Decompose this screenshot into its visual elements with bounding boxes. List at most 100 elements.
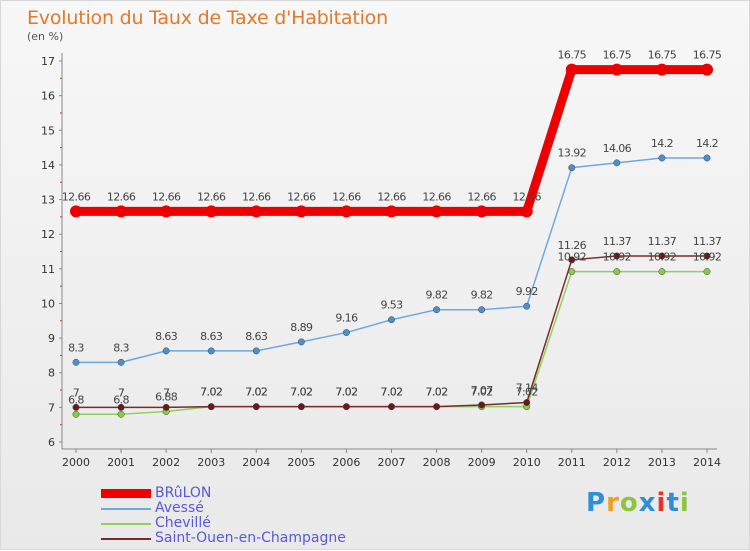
data-point <box>160 205 173 218</box>
data-label: 8.63 <box>245 330 268 343</box>
logo-letter: P <box>586 488 607 518</box>
x-tick-label: 2011 <box>558 456 586 469</box>
data-label: 7.02 <box>245 386 267 399</box>
logo-letter: r <box>606 488 620 518</box>
data-point <box>340 205 353 218</box>
data-point <box>252 347 260 355</box>
y-tick-label: 11 <box>41 263 55 276</box>
data-point <box>295 205 308 218</box>
chart-subtitle: (en %) <box>27 30 64 43</box>
data-label: 12.66 <box>152 190 181 203</box>
data-label: 16.75 <box>558 49 587 62</box>
data-label: 11.37 <box>648 235 677 248</box>
data-point <box>475 205 488 218</box>
data-point <box>205 205 218 218</box>
data-label: 6.8 <box>113 393 129 406</box>
y-tick-label: 6 <box>48 436 55 449</box>
x-tick-label: 2014 <box>693 456 721 469</box>
y-tick-label: 8 <box>48 367 55 380</box>
data-label: 8.63 <box>155 330 178 343</box>
logo-letter: x <box>638 488 657 518</box>
legend-swatch <box>101 507 151 510</box>
data-label: 6.88 <box>155 391 178 404</box>
data-point <box>568 268 576 276</box>
data-label: 7.02 <box>200 386 222 399</box>
data-point <box>655 63 668 76</box>
data-label: 10.92 <box>648 251 677 264</box>
data-point <box>388 316 395 324</box>
legend-item: BRûLON <box>101 486 346 501</box>
x-tick-label: 2004 <box>242 456 270 469</box>
data-point <box>703 268 711 276</box>
data-point <box>430 205 443 218</box>
data-point <box>478 401 486 409</box>
data-point <box>297 403 305 411</box>
data-point <box>117 410 125 418</box>
x-tick-label: 2009 <box>468 456 496 469</box>
proxiti-logo: Proxiti <box>586 488 690 518</box>
data-label: 7.02 <box>335 386 357 399</box>
data-label: 7.02 <box>426 386 448 399</box>
x-tick-label: 2010 <box>513 456 541 469</box>
data-label: 10.92 <box>603 251 632 264</box>
data-label: 10.92 <box>693 251 722 264</box>
data-label: 7.02 <box>290 386 312 399</box>
data-point <box>478 306 486 314</box>
data-label: 8.3 <box>68 341 84 354</box>
data-point <box>72 410 80 418</box>
x-tick-label: 2002 <box>152 456 180 469</box>
data-point <box>72 358 80 366</box>
data-label: 7.02 <box>516 386 538 399</box>
x-tick-label: 2012 <box>603 456 631 469</box>
y-tick-label: 17 <box>41 55 55 68</box>
y-tick-label: 12 <box>41 228 55 241</box>
y-tick-label: 9 <box>48 332 55 345</box>
x-tick-label: 2003 <box>197 456 225 469</box>
data-label: 9.82 <box>426 289 448 302</box>
data-label: 14.2 <box>696 137 718 150</box>
legend-item: Avessé <box>101 501 346 516</box>
y-tick-label: 16 <box>41 90 55 103</box>
data-label: 14.06 <box>603 142 632 155</box>
x-tick-label: 2000 <box>62 456 90 469</box>
data-label: 6.8 <box>68 393 84 406</box>
data-point <box>568 164 576 172</box>
data-label: 7 <box>163 386 170 399</box>
data-point <box>297 338 305 346</box>
data-label: 12.66 <box>332 190 361 203</box>
data-point <box>658 154 666 162</box>
data-point <box>252 403 260 411</box>
data-label: 7 <box>118 386 125 399</box>
data-label: 10.92 <box>558 251 587 264</box>
data-point <box>342 329 350 336</box>
y-tick-label: 7 <box>48 401 55 414</box>
data-point <box>703 252 711 260</box>
data-label: 7.14 <box>516 382 539 395</box>
data-label: 13.92 <box>558 147 587 160</box>
data-point <box>523 302 531 310</box>
legend-swatch <box>101 537 151 540</box>
data-label: 9.16 <box>335 312 358 325</box>
data-label: 9.53 <box>380 299 403 312</box>
data-label: 7.02 <box>380 386 402 399</box>
data-label: 14.2 <box>651 137 673 150</box>
logo-letter: i <box>679 488 690 518</box>
data-point <box>658 252 666 260</box>
x-tick-label: 2005 <box>287 456 315 469</box>
data-label: 9.92 <box>516 285 538 298</box>
data-point <box>72 403 80 411</box>
data-point <box>613 252 621 260</box>
data-point <box>568 256 576 264</box>
data-point <box>523 399 531 406</box>
data-point <box>703 154 711 162</box>
data-label: 12.66 <box>377 190 406 203</box>
data-label: 7 <box>73 386 80 399</box>
data-label: 7.02 <box>200 386 222 399</box>
logo-letter: o <box>619 488 639 518</box>
legend-swatch <box>101 522 151 525</box>
y-tick-label: 13 <box>41 194 55 207</box>
data-label: 12.66 <box>287 190 316 203</box>
data-point <box>207 347 215 355</box>
